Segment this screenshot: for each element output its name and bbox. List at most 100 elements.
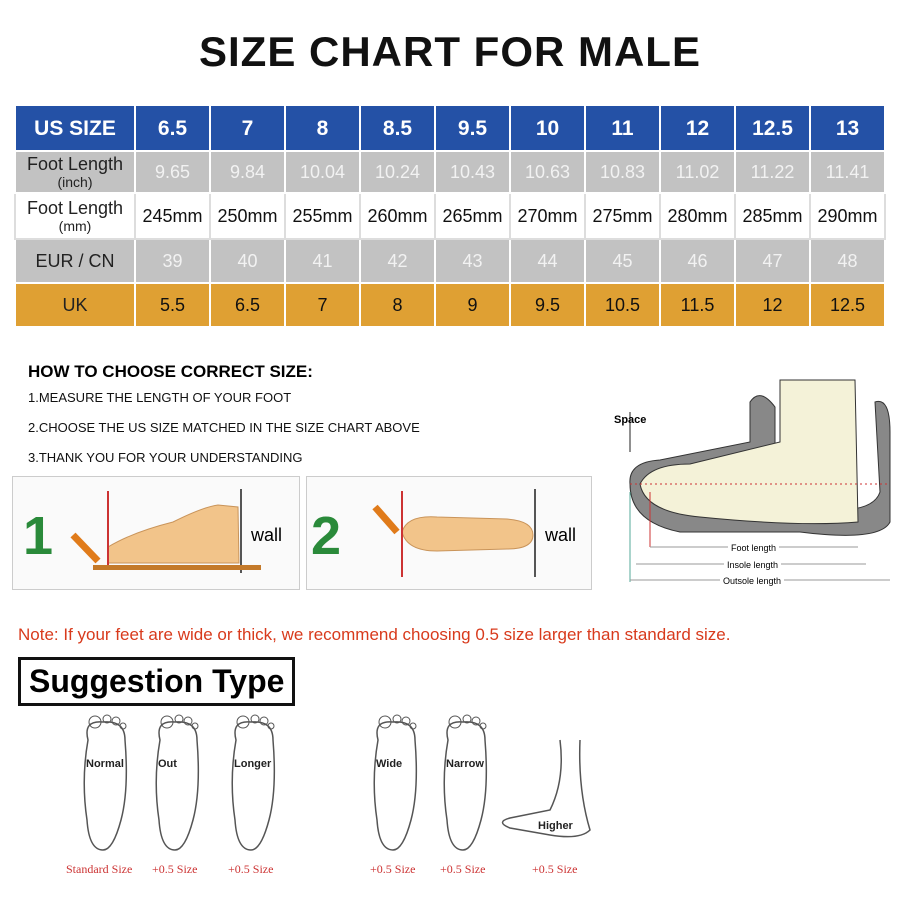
shoe-diagram: Space Foot length Insole length Outsole … [600, 372, 900, 597]
size-table: US SIZE 6.5 7 8 8.5 9.5 10 11 12 12.5 13 Foot Lengt… [14, 104, 886, 328]
how-to-heading: HOW TO CHOOSE CORRECT SIZE: [28, 362, 313, 381]
size-suggestion-label: +0.5 Size [440, 862, 486, 876]
foot-length-label: Foot length [728, 543, 780, 553]
table-cell: 11 [584, 104, 661, 152]
table-cell: 290mm [809, 192, 886, 240]
foot-outline-icon [443, 714, 488, 851]
row-header: EUR / CN [14, 238, 136, 284]
table-cell: 280mm [659, 192, 736, 240]
table-cell: 11.02 [659, 150, 736, 194]
table-cell: 9 [434, 282, 511, 328]
measure-step-2: 2 wall [306, 476, 592, 590]
table-cell: 245mm [134, 192, 211, 240]
row-header: US SIZE [14, 104, 136, 152]
table-cell: 40 [209, 238, 286, 284]
table-cell: 11.41 [809, 150, 886, 194]
wall-label: wall [251, 525, 283, 545]
table-cell: 9.5 [434, 104, 511, 152]
insole-length-label: Insole length [724, 560, 782, 570]
table-cell: 265mm [434, 192, 511, 240]
foot-type-label: Narrow [446, 758, 484, 770]
step-3: 3.THANK YOU FOR YOUR UNDERSTANDING [28, 450, 303, 465]
table-row: EUR / CN 39 40 41 42 43 44 45 46 47 48 [14, 238, 886, 284]
table-cell: 42 [359, 238, 436, 284]
sizing-note: Note: If your feet are wide or thick, we… [18, 625, 731, 644]
space-label: Space [614, 414, 647, 426]
table-cell: 44 [509, 238, 586, 284]
foot-outline-icon [373, 714, 418, 851]
table-row: US SIZE 6.5 7 8 8.5 9.5 10 11 12 12.5 13 [14, 104, 886, 152]
table-cell: 10.5 [584, 282, 661, 328]
table-cell: 12.5 [734, 104, 811, 152]
table-cell: 47 [734, 238, 811, 284]
table-cell: 11.5 [659, 282, 736, 328]
row-header: Foot Length (mm) [14, 192, 136, 240]
size-suggestion-label: Standard Size [66, 862, 133, 876]
step-number-1: 1 [23, 506, 54, 566]
page-title: SIZE CHART FOR MALE [199, 28, 701, 75]
suggestion-heading: Suggestion Type [18, 657, 296, 706]
step-number-2: 2 [311, 506, 342, 566]
table-cell: 10.63 [509, 150, 586, 194]
table-cell: 41 [284, 238, 361, 284]
table-cell: 10 [509, 104, 586, 152]
step-2: 2.CHOOSE THE US SIZE MATCHED IN THE SIZE… [28, 420, 420, 435]
table-cell: 8 [284, 104, 361, 152]
table-cell: 8.5 [359, 104, 436, 152]
table-cell: 6.5 [209, 282, 286, 328]
foot-outline-icon [155, 714, 200, 851]
table-cell: 10.04 [284, 150, 361, 194]
foot-type-label: Wide [376, 758, 403, 770]
wall-label: wall [545, 525, 577, 545]
shoe-cross-section [629, 379, 891, 582]
row-label: EUR / CN [35, 251, 115, 271]
table-cell: 45 [584, 238, 661, 284]
table-row: UK 5.5 6.5 7 8 9 9.5 10.5 11.5 12 12.5 [14, 282, 886, 328]
table-cell: 275mm [584, 192, 661, 240]
table-cell: 9.65 [134, 150, 211, 194]
measure-step-1: 1 wall [12, 476, 300, 590]
table-cell: 12 [659, 104, 736, 152]
table-cell: 9.5 [509, 282, 586, 328]
size-suggestion-label: +0.5 Size [370, 862, 416, 876]
table-cell: 255mm [284, 192, 361, 240]
size-suggestion-label: +0.5 Size [532, 862, 578, 876]
row-label: Foot Length [26, 198, 124, 218]
table-cell: 8 [359, 282, 436, 328]
foot-side-illustration [70, 489, 261, 573]
row-label: UK [62, 295, 88, 315]
table-cell: 5.5 [134, 282, 211, 328]
row-header: Foot Length (inch) [14, 150, 136, 194]
table-cell: 270mm [509, 192, 586, 240]
table-cell: 13 [809, 104, 886, 152]
table-cell: 10.83 [584, 150, 661, 194]
row-unit: (mm) [58, 218, 92, 234]
table-cell: 250mm [209, 192, 286, 240]
size-suggestion-label: +0.5 Size [228, 862, 274, 876]
foot-type-label: Higher [538, 820, 573, 832]
foot-type-label: Normal [86, 758, 124, 770]
table-cell: 48 [809, 238, 886, 284]
table-cell: 260mm [359, 192, 436, 240]
foot-outline-icon [231, 714, 276, 851]
step-1: 1.MEASURE THE LENGTH OF YOUR FOOT [28, 390, 292, 405]
table-cell: 10.43 [434, 150, 511, 194]
table-cell: 12.5 [809, 282, 886, 328]
foot-outline-icon [83, 714, 128, 851]
table-cell: 285mm [734, 192, 811, 240]
table-row: Foot Length (inch) 9.65 9.84 10.04 10.24 10.43… [14, 150, 886, 194]
foot-type-label: Out [158, 758, 177, 770]
table-cell: 7 [209, 104, 286, 152]
table-cell: 39 [134, 238, 211, 284]
table-cell: 7 [284, 282, 361, 328]
row-unit: (inch) [57, 174, 93, 190]
table-cell: 9.84 [209, 150, 286, 194]
size-suggestion-label: +0.5 Size [152, 862, 198, 876]
outsole-length-label: Outsole length [720, 576, 785, 586]
table-cell: 6.5 [134, 104, 211, 152]
foot-type-label: Longer [234, 758, 272, 770]
row-label: US SIZE [34, 116, 116, 140]
table-row: Foot Length (mm) 245mm 250mm 255mm 260mm 265mm… [14, 192, 886, 240]
table-cell: 12 [734, 282, 811, 328]
row-label: Foot Length [26, 154, 124, 174]
